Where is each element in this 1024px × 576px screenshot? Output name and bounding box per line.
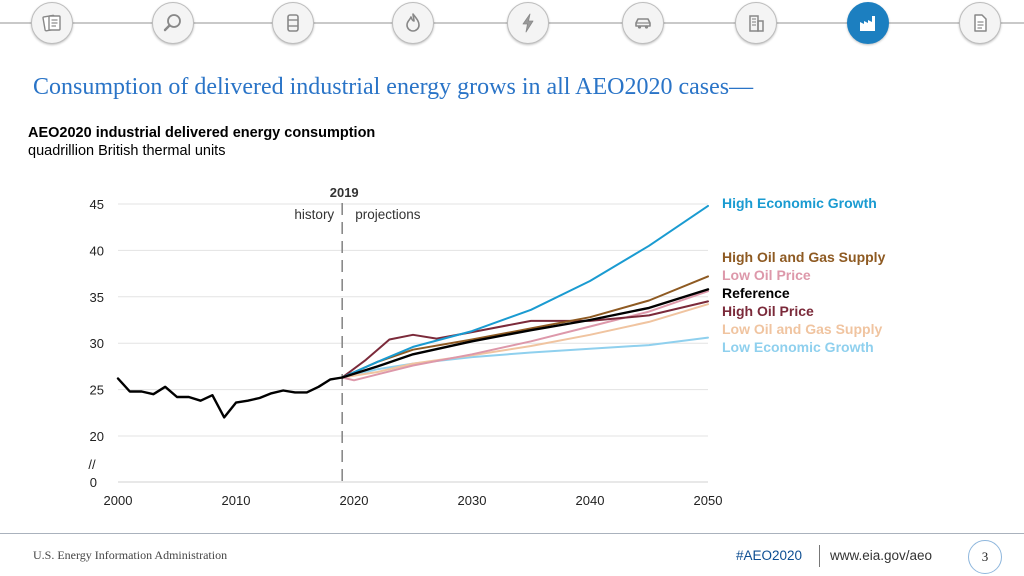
slide-title: Consumption of delivered industrial ener… bbox=[33, 74, 754, 100]
lightning-icon[interactable] bbox=[507, 2, 549, 44]
series-line-history bbox=[116, 376, 344, 419]
y-tick-label-20: 20 bbox=[90, 429, 104, 444]
x-tick-label-2010: 2010 bbox=[222, 493, 251, 508]
series-line-low-oil-and-gas-supply bbox=[341, 303, 709, 379]
buildings-icon[interactable] bbox=[735, 2, 777, 44]
flame-icon[interactable] bbox=[392, 2, 434, 44]
magnifier-icon[interactable] bbox=[152, 2, 194, 44]
x-tick-label-2000: 2000 bbox=[104, 493, 133, 508]
y-tick-label-30: 30 bbox=[90, 336, 104, 351]
y-tick-label-35: 35 bbox=[90, 290, 104, 305]
car-icon[interactable] bbox=[622, 2, 664, 44]
legend-low-oil-price: Low Oil Price bbox=[722, 267, 811, 283]
footer-separator bbox=[819, 545, 820, 567]
y-tick-label-0: 0 bbox=[90, 475, 97, 490]
footer-url-link[interactable]: www.eia.gov/aeo bbox=[830, 548, 933, 563]
legend-low-oil-and-gas-supply: Low Oil and Gas Supply bbox=[722, 321, 882, 337]
documents-icon[interactable] bbox=[31, 2, 73, 44]
x-tick-label-2030: 2030 bbox=[458, 493, 487, 508]
axis-break-mark: // bbox=[88, 457, 96, 472]
footer-divider bbox=[0, 533, 1024, 534]
y-tick-label-45: 45 bbox=[90, 197, 104, 212]
x-tick-label-2040: 2040 bbox=[576, 493, 605, 508]
oil-barrel-icon[interactable] bbox=[272, 2, 314, 44]
legend-high-oil-and-gas-supply: High Oil and Gas Supply bbox=[722, 249, 886, 265]
legend-high-oil-price: High Oil Price bbox=[722, 303, 814, 319]
series-line-low-oil-price bbox=[341, 290, 709, 382]
legend: High Economic Growth High Oil and Gas Sup… bbox=[722, 195, 886, 355]
industry-icon[interactable] bbox=[847, 2, 889, 44]
x-tick-label-2050: 2050 bbox=[694, 493, 723, 508]
x-tick-label-2020: 2020 bbox=[340, 493, 369, 508]
series-line-low-economic-growth bbox=[341, 336, 709, 379]
series-line-high-economic-growth bbox=[341, 204, 709, 379]
axis: 20 25 30 35 40 45 // 0 2000 2010 2020 2030 2040 2050 bbox=[88, 197, 722, 508]
history-label: history bbox=[294, 207, 334, 222]
history-projection-divider: 2019 history projections bbox=[294, 185, 421, 483]
legend-high-economic-growth: High Economic Growth bbox=[722, 195, 877, 211]
y-tick-label-25: 25 bbox=[90, 383, 104, 398]
top-navigation bbox=[0, 0, 1024, 48]
series-line-high-oil-and-gas-supply bbox=[341, 275, 709, 379]
divider-year-label: 2019 bbox=[330, 185, 359, 200]
legend-low-economic-growth: Low Economic Growth bbox=[722, 339, 874, 355]
footer-organization: U.S. Energy Information Administration bbox=[33, 548, 228, 562]
document-icon[interactable] bbox=[959, 2, 1001, 44]
legend-reference: Reference bbox=[722, 285, 790, 301]
series-line-reference bbox=[341, 288, 710, 379]
page-number: 3 bbox=[968, 540, 1002, 574]
chart-title: AEO2020 industrial delivered energy cons… bbox=[28, 125, 376, 141]
chart-units-label: quadrillion British thermal units bbox=[28, 143, 226, 159]
y-tick-label-40: 40 bbox=[90, 243, 104, 258]
series-lines bbox=[116, 204, 710, 419]
footer-hashtag[interactable]: #AEO2020 bbox=[736, 548, 803, 563]
projections-label: projections bbox=[355, 207, 421, 222]
gridlines bbox=[118, 203, 708, 437]
